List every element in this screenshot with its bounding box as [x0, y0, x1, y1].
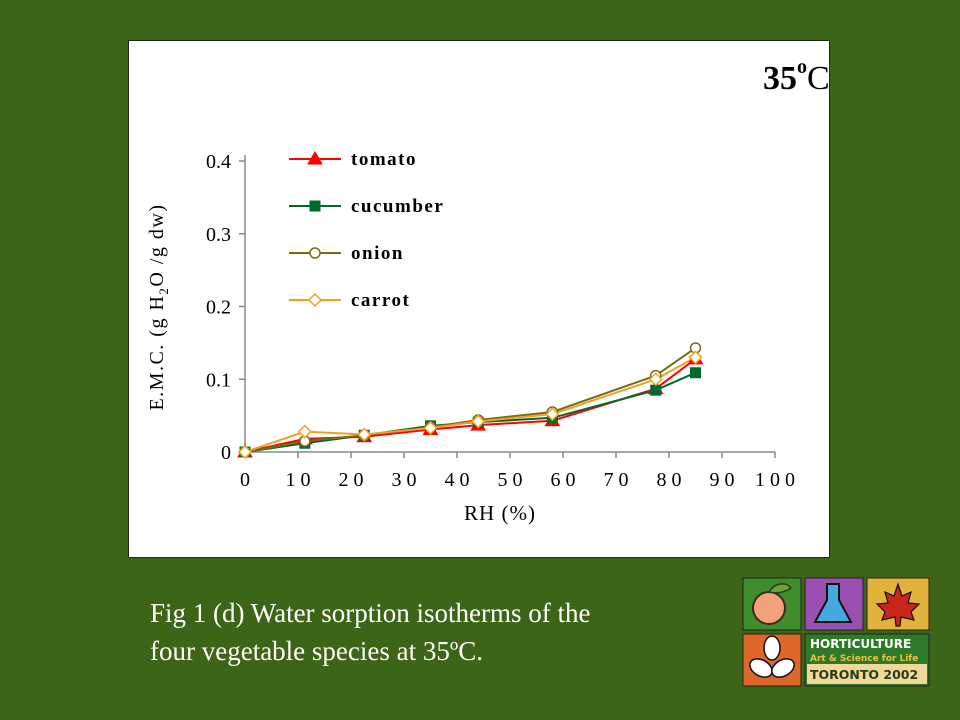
series-line-tomato — [244, 358, 697, 453]
x-tick-label: 1 0 — [286, 469, 311, 491]
trillium-icon — [749, 635, 795, 678]
x-tick-label: 8 0 — [657, 469, 682, 491]
data-point-carrot — [545, 407, 560, 422]
data-point-carrot — [471, 414, 486, 429]
x-tick-label: 3 0 — [392, 469, 417, 491]
x-tick-label: 6 0 — [551, 469, 576, 491]
x-tick-label: 2 0 — [339, 469, 364, 491]
horticulture-logo: HORTICULTURE Art & Science for Life TORO… — [741, 576, 933, 688]
logo-text-1: HORTICULTURE — [810, 637, 911, 651]
data-point-carrot — [423, 420, 438, 436]
x-axis-title: RH (%) — [464, 501, 536, 525]
caption-line-2: four vegetable species at 35ºC. — [150, 636, 484, 666]
legend-label-cucumber: cucumber — [351, 196, 444, 217]
x-tick-label: 4 0 — [445, 469, 470, 491]
legend-label-tomato: tomato — [351, 149, 417, 170]
data-point-carrot — [297, 424, 312, 439]
x-tick-label: 1 0 0 — [755, 469, 795, 491]
data-point-cucumber — [690, 367, 701, 379]
legend-marker-carrot — [307, 292, 323, 308]
x-tick-label: 5 0 — [498, 469, 523, 491]
y-tick-label: 0.2 — [206, 297, 231, 319]
legend-marker-cucumber — [309, 200, 321, 212]
legend-marker-tomato — [307, 151, 323, 165]
y-tick-label: 0 — [221, 442, 231, 464]
x-tick-label: 9 0 — [710, 469, 735, 491]
y-axis-title: E.M.C. (g H2O /g dw) — [146, 203, 171, 410]
maple-leaf-icon — [875, 582, 921, 627]
figure-caption: Fig 1 (d) Water sorption isotherms of th… — [150, 594, 710, 670]
y-tick-label: 0.4 — [206, 151, 231, 173]
data-point-cucumber — [650, 384, 662, 396]
chart-panel: 0 0.1 0.2 0.3 0.4 0 1 0 2 0 3 0 4 0 5 0 6 0 7 0 8 0 9 … — [128, 40, 830, 558]
y-tick-label: 0.3 — [206, 224, 231, 246]
logo-text-3: TORONTO 2002 — [810, 667, 918, 682]
series-line-carrot — [244, 356, 696, 453]
logo-text-2: Art & Science for Life — [810, 654, 918, 664]
data-point-carrot — [357, 427, 372, 442]
x-tick-label: 7 0 — [604, 469, 629, 491]
legend-marker-onion — [309, 247, 321, 259]
legend-label-onion: onion — [351, 243, 404, 264]
legend-label-carrot: carrot — [351, 290, 410, 311]
y-tick-label: 0.1 — [206, 369, 231, 391]
series-line-onion — [244, 347, 697, 453]
flask-icon — [813, 583, 853, 623]
peach-icon — [752, 591, 786, 625]
data-point-carrot — [688, 350, 703, 365]
data-point-carrot — [237, 444, 253, 460]
caption-line-1: Fig 1 (d) Water sorption isotherms of th… — [150, 598, 591, 628]
x-tick-label: 0 — [240, 469, 250, 491]
data-point-carrot — [648, 372, 663, 387]
chart-svg: 0 0.1 0.2 0.3 0.4 0 1 0 2 0 3 0 4 0 5 0 6 0 7 0 8 0 9 … — [146, 56, 830, 525]
temperature-label: 35oC — [763, 56, 830, 97]
